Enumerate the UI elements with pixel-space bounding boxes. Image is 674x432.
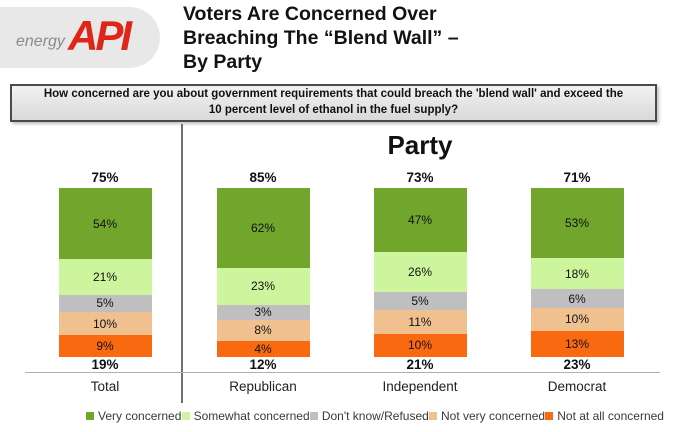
bar-segment: 11% xyxy=(373,309,467,334)
segment-value-label: 53% xyxy=(564,215,590,230)
bar-column-independent: 73% 47% 26% 5% 11% 10% 21% Independent xyxy=(358,170,482,394)
question-text: How concerned are you about government r… xyxy=(43,88,624,116)
api-logo: energy API xyxy=(0,7,160,68)
segment-value-label: 26% xyxy=(407,265,433,280)
legend-swatch-icon xyxy=(86,412,94,420)
bar-segment: 54% xyxy=(58,188,152,260)
legend-swatch-icon xyxy=(309,412,318,420)
legend-label: Don't know/Refused xyxy=(321,409,429,423)
bar-segment: 10% xyxy=(530,307,624,331)
legend-label: Very concerned xyxy=(98,409,182,423)
bar-segment: 6% xyxy=(530,289,624,308)
bar-segment: 18% xyxy=(530,257,624,290)
divider-line xyxy=(181,124,183,403)
segment-value-label: 5% xyxy=(96,296,114,311)
bar-segment: 47% xyxy=(373,188,467,252)
segment-value-label: 13% xyxy=(564,336,590,351)
bar-segment: 10% xyxy=(58,312,152,336)
segment-value-label: 47% xyxy=(407,212,433,227)
bar-column-total: 75% 54% 21% 5% 10% 9% 19% Total xyxy=(43,170,167,394)
title-line-3: By Party xyxy=(183,50,263,73)
stacked-bar: 53% 18% 6% 10% 13% xyxy=(530,188,624,358)
legend-label: Not very concerned xyxy=(441,409,546,423)
page-title: Voters Are Concerned Over Breaching The … xyxy=(183,3,459,74)
category-label: Democrat xyxy=(547,379,607,394)
stacked-bar: 54% 21% 5% 10% 9% xyxy=(58,188,152,357)
bar-segment: 10% xyxy=(373,333,467,357)
segment-value-label: 6% xyxy=(568,291,586,306)
bar-column-republican: 85% 62% 23% 3% 8% 4% 12% Republican xyxy=(201,170,325,394)
segment-value-label: 62% xyxy=(250,220,276,235)
segment-value-label: 23% xyxy=(250,279,276,294)
title-line-1: Voters Are Concerned Over xyxy=(183,3,437,25)
stacked-bar: 62% 23% 3% 8% 4% xyxy=(216,188,310,357)
category-label: Republican xyxy=(229,379,297,394)
total-concerned-label: 73% xyxy=(406,170,434,185)
question-box: How concerned are you about government r… xyxy=(10,84,657,122)
bar-segment: 4% xyxy=(216,340,310,357)
bar-segment: 62% xyxy=(216,188,310,268)
legend-swatch-icon xyxy=(545,412,554,420)
total-concerned-label: 85% xyxy=(249,170,277,185)
bar-segment: 21% xyxy=(58,259,152,295)
segment-value-label: 4% xyxy=(254,341,272,356)
stacked-bar: 47% 26% 5% 11% 10% xyxy=(373,188,467,357)
legend: Very concerned Somewhat concerned Don't kn… xyxy=(86,409,664,423)
segment-value-label: 54% xyxy=(92,216,118,231)
legend-item: Somewhat concerned xyxy=(181,409,310,423)
segment-value-label: 10% xyxy=(92,316,118,331)
bar-segment: 23% xyxy=(216,267,310,305)
bar-segment: 9% xyxy=(58,335,152,357)
category-label: Total xyxy=(90,379,120,394)
legend-item: Don't know/Refused xyxy=(309,409,429,423)
bar-segment: 8% xyxy=(216,319,310,341)
title-line-2: Breaching The “Blend Wall” – xyxy=(183,26,459,49)
segment-value-label: 10% xyxy=(564,312,590,327)
bar-segment: 5% xyxy=(58,294,152,313)
segment-value-label: 9% xyxy=(96,339,114,354)
party-group-heading: Party xyxy=(387,130,453,160)
segment-value-label: 8% xyxy=(254,323,272,338)
segment-value-label: 21% xyxy=(92,270,118,285)
segment-value-label: 10% xyxy=(407,338,433,353)
total-not-concerned-label: 21% xyxy=(406,357,434,372)
bar-segment: 3% xyxy=(216,304,310,320)
total-concerned-label: 75% xyxy=(91,170,119,185)
legend-item: Very concerned xyxy=(86,409,181,423)
total-not-concerned-label: 19% xyxy=(91,357,119,372)
total-not-concerned-label: 23% xyxy=(563,357,591,372)
legend-swatch-icon xyxy=(181,412,190,420)
legend-label: Not at all concerned xyxy=(557,409,664,423)
energy-logo-text: energy xyxy=(16,33,65,50)
category-label: Independent xyxy=(382,379,458,394)
bar-segment: 53% xyxy=(530,188,624,258)
bar-segment: 26% xyxy=(373,251,467,293)
legend-swatch-icon xyxy=(429,412,437,420)
segment-value-label: 11% xyxy=(408,314,432,329)
bar-segment: 13% xyxy=(530,330,624,358)
axis-line xyxy=(25,372,660,373)
legend-label: Somewhat concerned xyxy=(193,409,310,423)
bar-segment: 5% xyxy=(373,292,467,310)
legend-item: Not very concerned xyxy=(429,409,545,423)
bar-column-democrat: 71% 53% 18% 6% 10% 13% 23% Democrat xyxy=(515,170,639,394)
total-not-concerned-label: 12% xyxy=(249,357,277,372)
segment-value-label: 18% xyxy=(564,266,590,281)
legend-item: Not at all concerned xyxy=(545,409,664,423)
segment-value-label: 5% xyxy=(411,294,429,309)
segment-value-label: 3% xyxy=(254,305,272,320)
api-logo-text: API xyxy=(68,12,132,59)
total-concerned-label: 71% xyxy=(563,170,591,185)
